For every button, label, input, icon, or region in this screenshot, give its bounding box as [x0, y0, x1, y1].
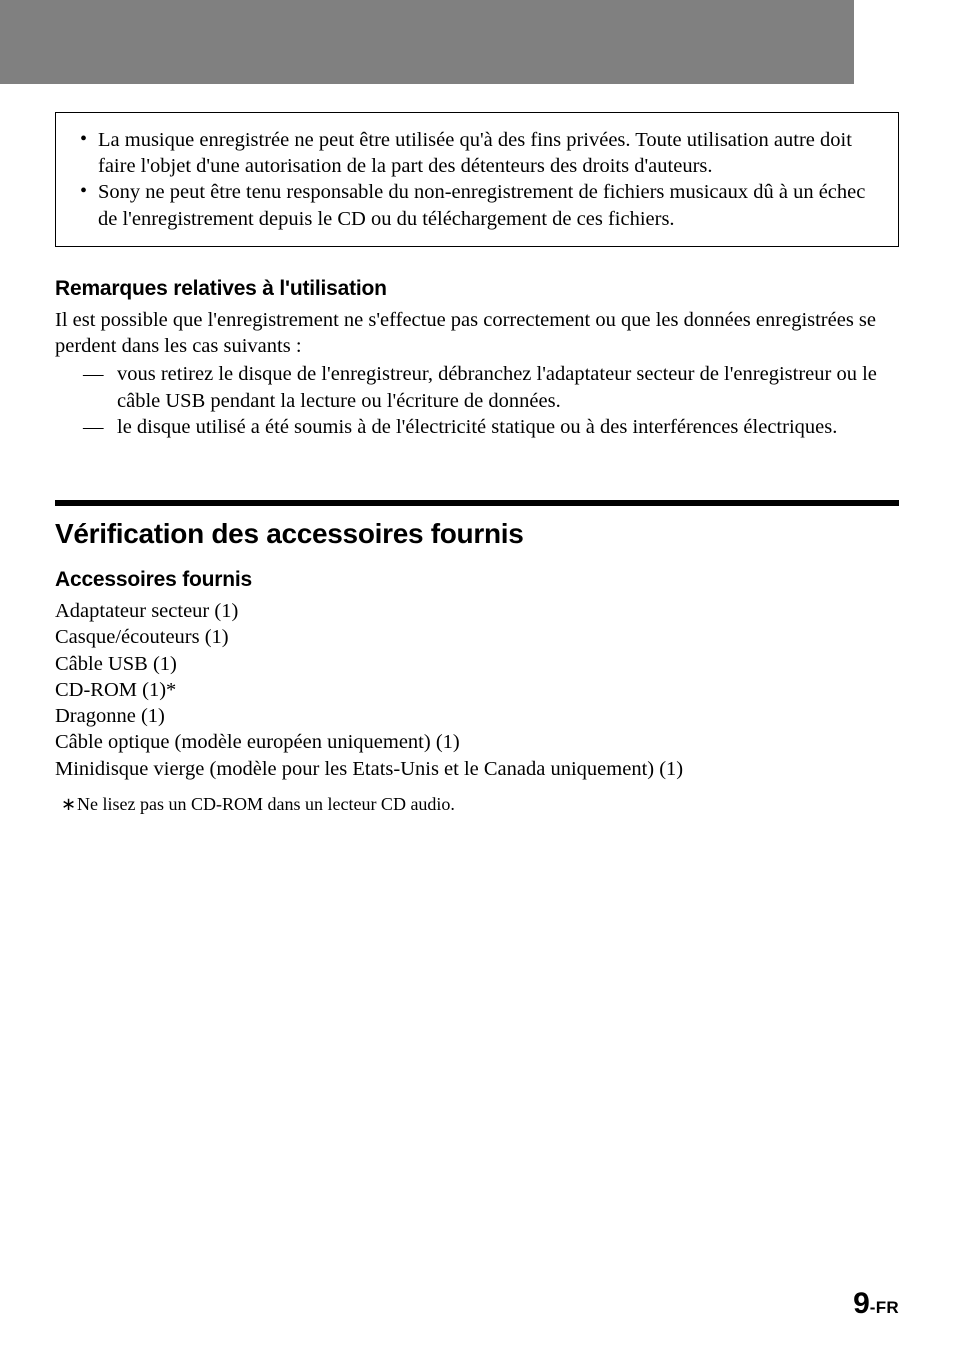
notice-bullet: La musique enregistrée ne peut être util…	[74, 127, 880, 179]
accessory-item: Adaptateur secteur (1)	[55, 598, 899, 624]
page-number-suffix: -FR	[870, 1298, 899, 1317]
remarks-item: vous retirez le disque de l'enregistreur…	[83, 361, 899, 413]
remarks-item: le disque utilisé a été soumis à de l'él…	[83, 414, 899, 440]
content-area: La musique enregistrée ne peut être util…	[0, 84, 954, 815]
accessory-item: Minidisque vierge (modèle pour les Etats…	[55, 756, 899, 782]
accessory-item: Casque/écouteurs (1)	[55, 624, 899, 650]
page-number-digit: 9	[853, 1287, 870, 1320]
remarks-dash-list: vous retirez le disque de l'enregistreur…	[55, 361, 899, 440]
accessory-item: Câble USB (1)	[55, 651, 899, 677]
accessory-item: Dragonne (1)	[55, 703, 899, 729]
header-bar	[0, 0, 854, 84]
section-divider	[55, 500, 899, 506]
remarks-intro: Il est possible que l'enregistrement ne …	[55, 307, 899, 359]
page-number: 9-FR	[853, 1287, 899, 1321]
accessories-subhead: Accessoires fournis	[55, 568, 899, 592]
page: La musique enregistrée ne peut être util…	[0, 0, 954, 1357]
accessories-footnote: Ne lisez pas un CD-ROM dans un lecteur C…	[55, 794, 899, 815]
notice-bullet: Sony ne peut être tenu responsable du no…	[74, 179, 880, 231]
accessory-item: Câble optique (modèle européen uniquemen…	[55, 729, 899, 755]
notice-box: La musique enregistrée ne peut être util…	[55, 112, 899, 247]
notice-bullet-list: La musique enregistrée ne peut être util…	[74, 127, 880, 232]
remarks-heading: Remarques relatives à l'utilisation	[55, 277, 899, 301]
accessories-section-title: Vérification des accessoires fournis	[55, 518, 899, 550]
accessory-item: CD-ROM (1)*	[55, 677, 899, 703]
accessories-section: Vérification des accessoires fournis Acc…	[55, 518, 899, 815]
remarks-section: Remarques relatives à l'utilisation Il e…	[55, 277, 899, 440]
accessories-list: Adaptateur secteur (1) Casque/écouteurs …	[55, 598, 899, 782]
